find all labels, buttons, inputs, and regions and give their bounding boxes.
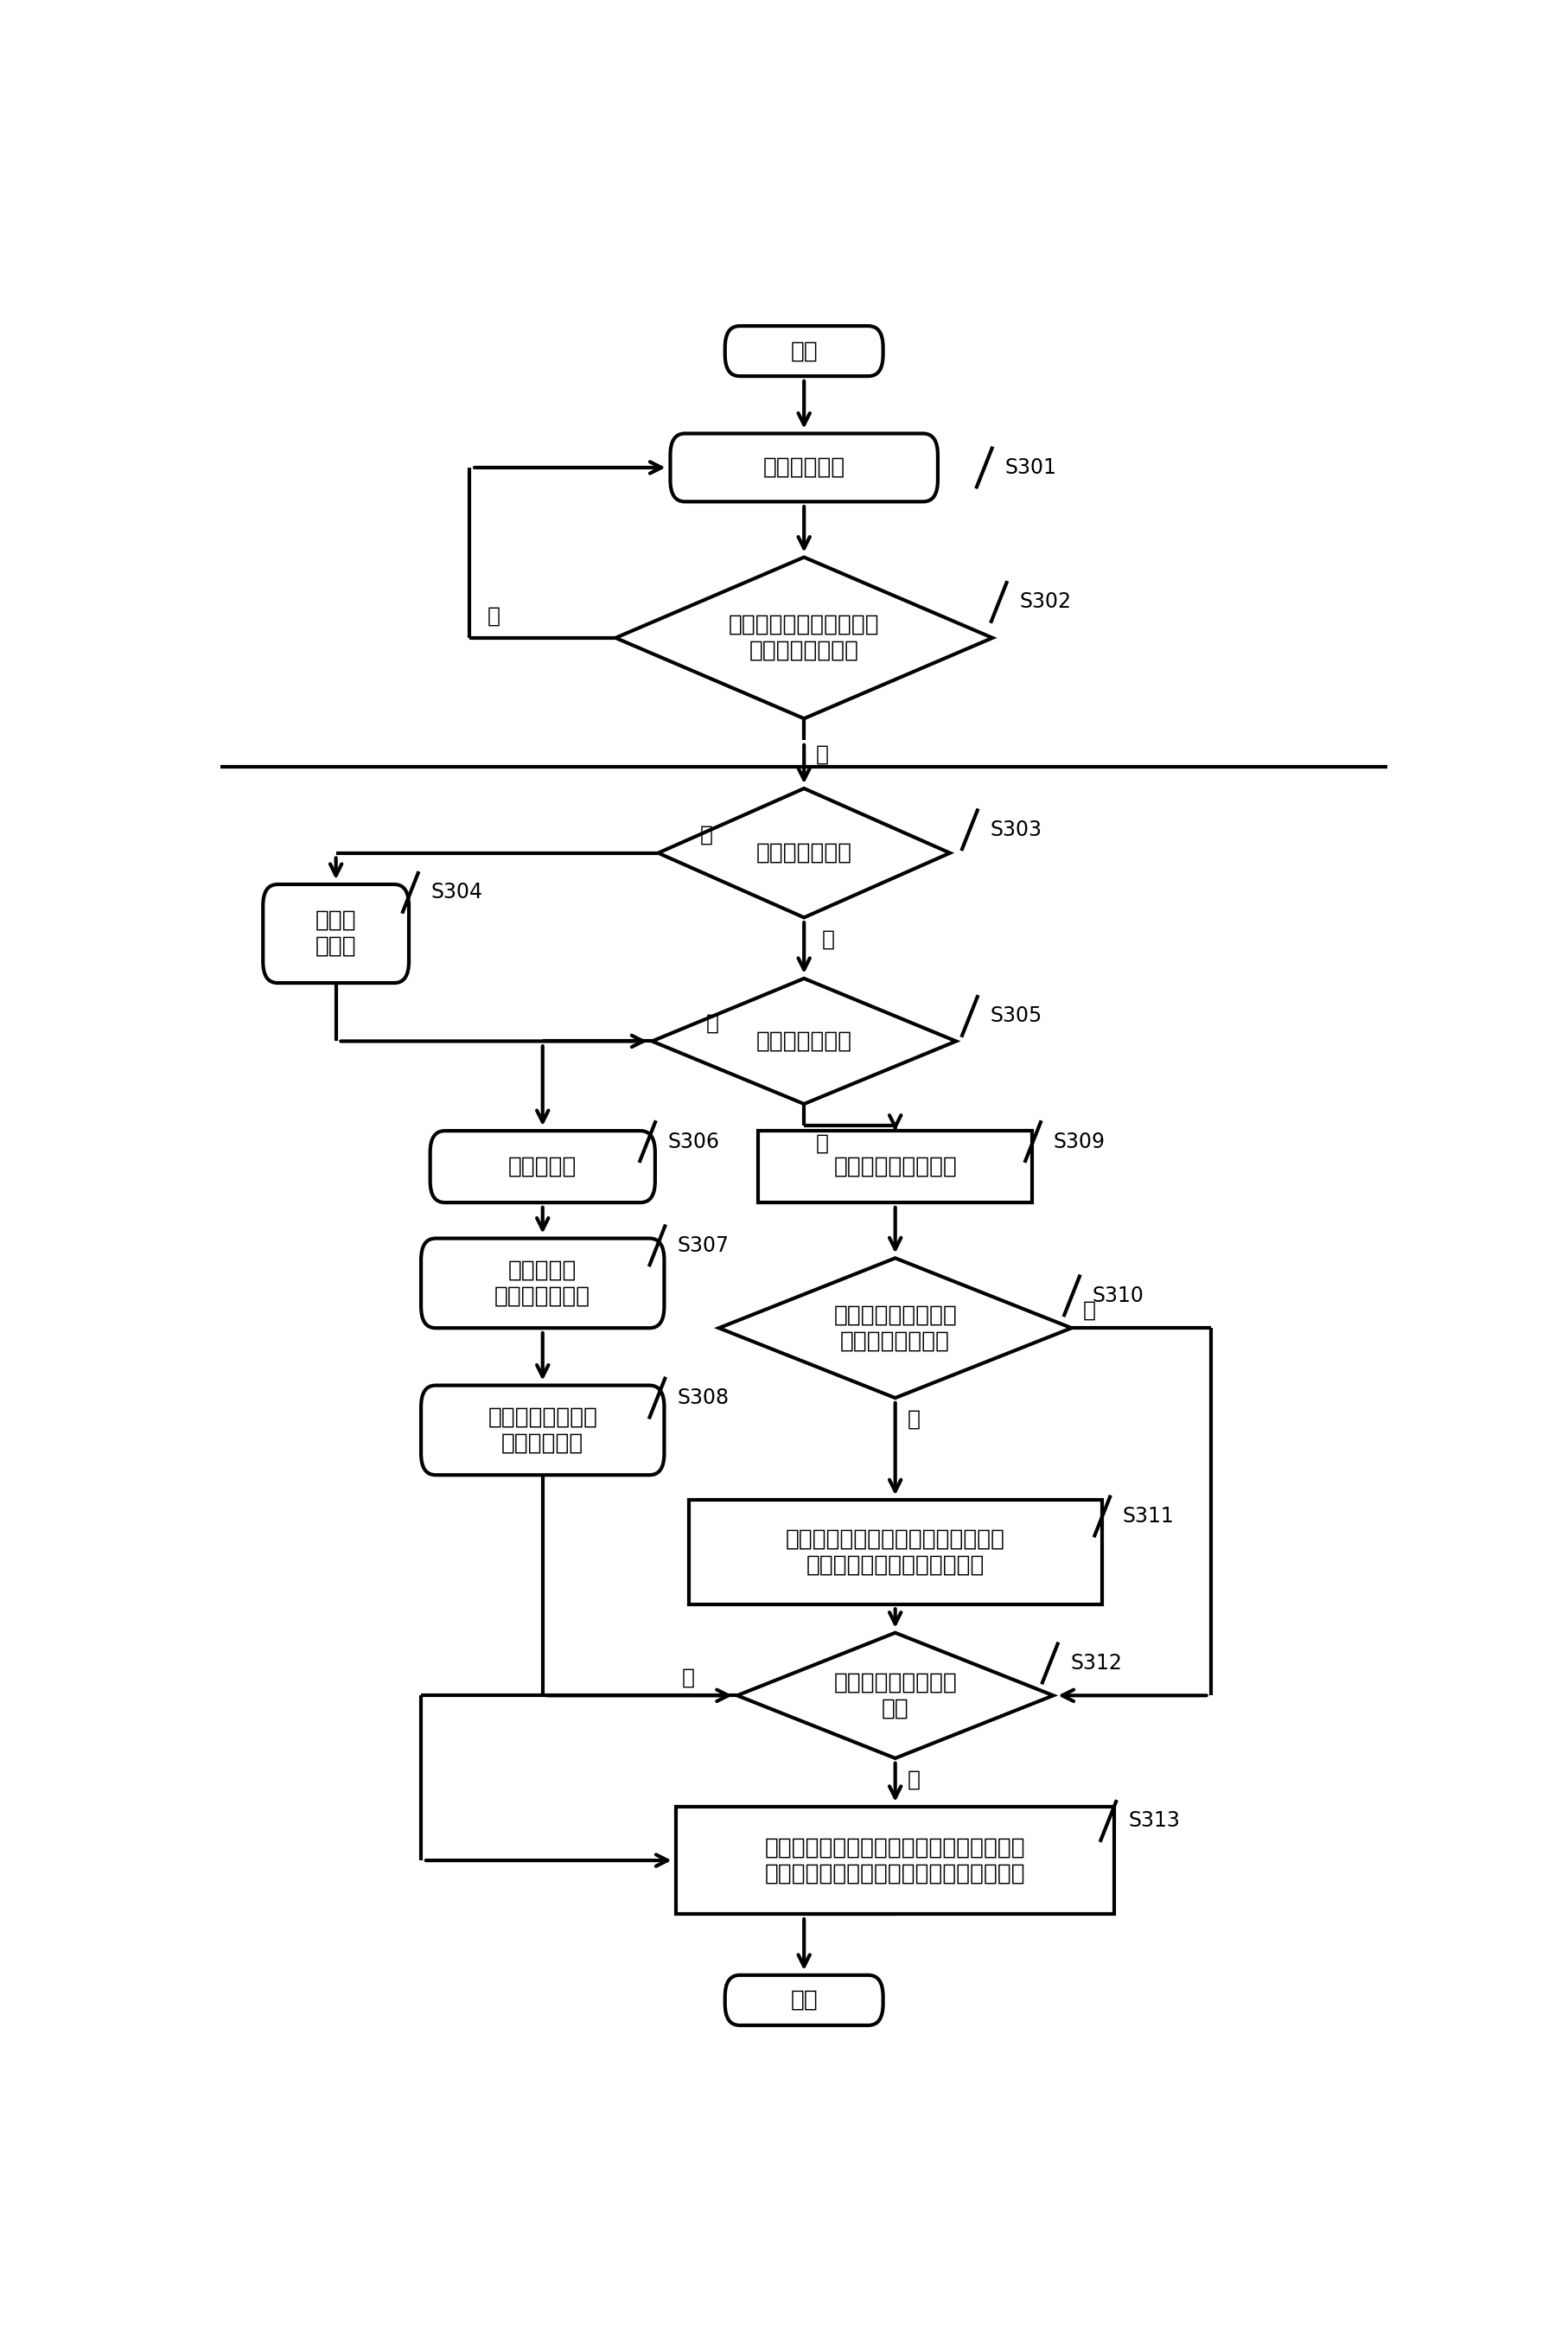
FancyBboxPatch shape [724,1974,883,2025]
Bar [688,1499,1101,1604]
Polygon shape [718,1257,1071,1397]
FancyBboxPatch shape [670,433,938,501]
Polygon shape [615,556,993,719]
Text: 获得指令码: 获得指令码 [508,1155,577,1178]
Text: 开始: 开始 [790,340,817,363]
Text: 设置收
到轮询: 设置收 到轮询 [315,910,356,957]
Bar [676,1807,1113,1914]
Text: 遥测是否和基本遥测
表中: 遥测是否和基本遥测 表中 [833,1672,956,1720]
FancyBboxPatch shape [420,1238,663,1327]
Text: S305: S305 [989,1006,1041,1027]
Text: 是否是轮询格式: 是否是轮询格式 [756,843,851,864]
Bar [757,1131,1032,1204]
Polygon shape [659,789,949,917]
Text: S304: S304 [431,882,483,903]
Text: 否: 否 [822,929,834,950]
Polygon shape [652,978,955,1103]
Text: 是: 是 [815,745,828,766]
Text: 是否获得一包完整数据，
激活总线处理任务: 是否获得一包完整数据， 激活总线处理任务 [728,615,880,661]
Text: 否: 否 [488,605,500,626]
Text: S306: S306 [668,1131,720,1152]
FancyBboxPatch shape [263,885,409,982]
Text: 接收到遥测数据新包: 接收到遥测数据新包 [833,1155,956,1178]
Text: 结束: 结束 [790,1988,817,2011]
Text: 是: 是 [699,824,713,845]
Text: S312: S312 [1069,1653,1121,1674]
Text: 设置遥测初始状态
为未更新状态: 设置遥测初始状态 为未更新状态 [488,1406,597,1455]
Text: 否: 否 [1082,1299,1096,1320]
Text: S309: S309 [1052,1131,1104,1152]
Text: S310: S310 [1091,1285,1143,1306]
FancyBboxPatch shape [430,1131,655,1204]
Text: S302: S302 [1019,591,1071,612]
Text: 否: 否 [815,1134,828,1155]
Text: S313: S313 [1127,1811,1179,1832]
Text: 遥测是否和指令相关
并且状态为未更新: 遥测是否和指令相关 并且状态为未更新 [833,1304,956,1353]
FancyBboxPatch shape [724,326,883,377]
FancyBboxPatch shape [420,1385,663,1476]
Text: 查找指令码
对应得遥测参数: 查找指令码 对应得遥测参数 [494,1259,590,1308]
Text: 根据星载指令遥测表的内容和遥测包
内容比对给出指令自测试结果: 根据星载指令遥测表的内容和遥测包 内容比对给出指令自测试结果 [786,1527,1005,1576]
Polygon shape [737,1632,1052,1758]
Text: S311: S311 [1123,1506,1173,1527]
Text: S308: S308 [677,1387,729,1408]
Text: 接收总线数据: 接收总线数据 [762,456,845,480]
Text: 是: 是 [706,1013,720,1034]
Text: S301: S301 [1004,456,1055,477]
Text: 比较数据是否在遥测表判读正常值范围，如
果不是给出警告信息，否则，给出正常信息: 比较数据是否在遥测表判读正常值范围，如 果不是给出警告信息，否则，给出正常信息 [765,1837,1025,1886]
Text: S307: S307 [677,1236,729,1255]
Text: 是: 是 [906,1408,919,1429]
Text: 否: 否 [682,1667,695,1688]
Text: 是: 是 [906,1769,919,1790]
Text: S303: S303 [989,819,1041,840]
Text: 是否是指令格式: 是否是指令格式 [756,1029,851,1052]
